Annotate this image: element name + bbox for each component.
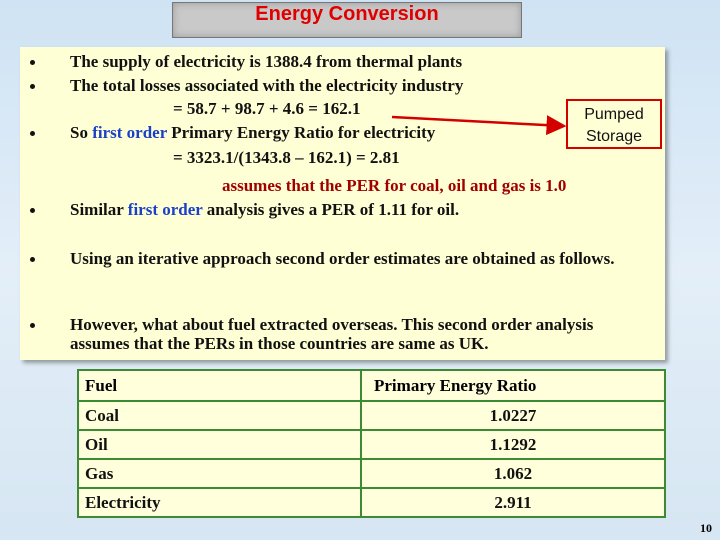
text: However, what about fuel extracted overs…	[70, 315, 594, 353]
text: The supply of electricity is 1388.4 from…	[70, 52, 463, 71]
row: Coal 1.0227	[77, 400, 666, 431]
bullet	[30, 323, 35, 328]
text: = 58.7 + 98.7 + 4.6 = 162.1	[173, 99, 361, 118]
cell: 2.911	[360, 487, 666, 518]
highlight: first order	[92, 123, 167, 142]
cell: Coal	[77, 400, 362, 431]
callout: Pumped Storage	[566, 99, 662, 149]
row: Oil 1.1292	[77, 429, 666, 460]
row: Electricity 2.911	[77, 487, 666, 518]
content-box	[20, 47, 665, 360]
header-row: Fuel Primary Energy Ratio	[77, 369, 666, 402]
text-line: Similar first order analysis gives a PER…	[70, 200, 459, 220]
cell: 1.1292	[360, 429, 666, 460]
bullet	[30, 131, 35, 136]
callout-text: Pumped	[584, 106, 644, 123]
cell: Gas	[77, 458, 362, 489]
header-cell: Primary Energy Ratio	[360, 369, 666, 402]
text-line: The total losses associated with the ele…	[70, 76, 463, 96]
text: The total losses associated with the ele…	[70, 76, 464, 95]
cell: 1.0227	[360, 400, 666, 431]
row: Gas 1.062	[77, 458, 666, 489]
bullet	[30, 84, 35, 89]
table: Fuel Primary Energy Ratio Coal 1.0227 Oil 1…	[77, 369, 666, 518]
text-line: = 3323.1/(1343.8 – 162.1) = 2.81	[173, 148, 400, 168]
text: So	[70, 123, 93, 142]
text: analysis gives a PER of 1.11 for oil.	[202, 200, 460, 219]
arrow	[391, 115, 567, 136]
callout-text: Storage	[585, 128, 643, 145]
text-line: However, what about fuel extracted overs…	[70, 315, 650, 353]
text: Similar	[70, 200, 128, 219]
text: = 3323.1/(1343.8 – 162.1) = 2.81	[173, 148, 400, 167]
bullet	[30, 60, 35, 65]
text: Using an iterative approach second order…	[70, 249, 615, 268]
bullet	[30, 257, 35, 262]
text-line: = 58.7 + 98.7 + 4.6 = 162.1	[173, 99, 361, 119]
page-number: 10	[700, 521, 712, 535]
text-line: So first order Primary Energy Ratio for …	[70, 123, 435, 143]
cell: Oil	[77, 429, 362, 460]
text-line: assumes that the PER for coal, oil and g…	[222, 176, 566, 196]
cell: Electricity	[77, 487, 362, 518]
header-cell: Fuel	[77, 369, 362, 402]
bullet	[30, 208, 35, 213]
text-line: Using an iterative approach second order…	[70, 249, 650, 268]
text-line: The supply of electricity is 1388.4 from…	[70, 52, 462, 72]
cell: 1.062	[360, 458, 666, 489]
highlight: first order	[127, 200, 203, 219]
text: Primary Energy Ratio for electricity	[166, 123, 436, 142]
note: assumes that the PER for coal, oil and g…	[222, 176, 567, 195]
title: Energy Conversion	[172, 2, 522, 38]
